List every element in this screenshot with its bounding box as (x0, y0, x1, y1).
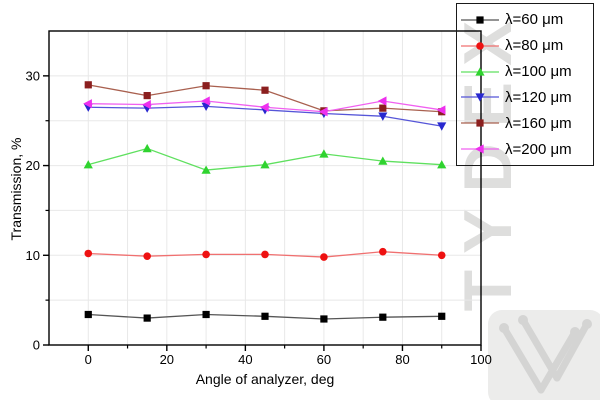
legend-marker-triangle-left-icon (461, 144, 499, 154)
series-2-point-5 (378, 156, 388, 165)
y-tick-label: 30 (26, 68, 40, 83)
series-2-point-0 (83, 160, 93, 169)
legend-item-label: λ=60 μm (505, 11, 564, 29)
legend-item-label: λ=120 μm (505, 88, 572, 106)
series-4-point-3 (261, 86, 269, 94)
x-tick-label: 0 (85, 352, 92, 367)
series-5-point-4 (318, 107, 328, 117)
y-tick-label: 20 (26, 158, 40, 173)
legend-marker-square-icon (461, 119, 499, 127)
series-1-point-4 (320, 253, 328, 261)
legend-marker-triangle-up-icon (461, 66, 499, 76)
series-3-point-5 (378, 112, 388, 121)
x-tick-label: 40 (238, 352, 252, 367)
series-4-point-5 (379, 104, 387, 112)
series-2-point-3 (260, 160, 270, 169)
legend-marker-triangle-down-icon (461, 93, 499, 102)
series-5-point-3 (259, 102, 269, 112)
legend-marker-square-icon (461, 16, 499, 24)
series-1-point-5 (379, 247, 387, 256)
series-0-point-0 (84, 310, 92, 319)
legend-item-1: λ=80 μm (459, 33, 591, 58)
series-0-point-3 (261, 312, 269, 320)
series-3-point-6 (437, 122, 447, 131)
series-5-point-6 (436, 105, 446, 115)
legend-item-5: λ=200 μm (459, 137, 591, 162)
legend-marker-circle-icon (461, 41, 499, 50)
series-0-point-4 (320, 315, 328, 323)
series-4-point-0 (84, 81, 92, 89)
x-tick-label: 20 (160, 352, 174, 367)
x-axis-title: Angle of analyzer, deg (195, 371, 335, 387)
legend-item-3: λ=120 μm (459, 85, 591, 110)
legend-item-label: λ=160 μm (505, 114, 572, 132)
series-1-point-3 (261, 250, 269, 259)
legend-item-label: λ=100 μm (505, 63, 572, 81)
x-tick-label: 60 (317, 352, 331, 367)
x-tick-label: 100 (470, 352, 492, 367)
series-2-point-4 (319, 149, 329, 158)
series-1-point-0 (84, 249, 93, 258)
y-tick-label: 0 (33, 338, 40, 353)
series-2-point-2 (201, 165, 211, 174)
tydex-watermark-logo (488, 310, 600, 400)
series-5-point-5 (377, 96, 387, 106)
series-5-point-1 (142, 99, 151, 110)
legend-item-2: λ=100 μm (459, 59, 591, 84)
series-0-point-1 (143, 314, 151, 322)
series-5-point-2 (200, 96, 210, 106)
series-1-point-6 (437, 251, 446, 260)
series-5-point-0 (83, 99, 92, 109)
series-2-point-6 (437, 160, 447, 169)
series-0-point-2 (202, 310, 210, 319)
legend: λ=60 μm λ=80 μm λ=100 μm λ=120 μm λ=160 μm λ=… (456, 3, 594, 166)
series-2-point-1 (142, 143, 152, 153)
plot-frame (48, 30, 482, 346)
y-axis-title: Transmission, % (8, 137, 24, 241)
legend-item-label: λ=80 μm (505, 37, 564, 55)
series-0-point-5 (379, 313, 387, 321)
series-1-point-2 (202, 250, 210, 259)
series-4-point-1 (143, 91, 151, 100)
legend-item-label: λ=200 μm (505, 140, 572, 158)
y-tick-label: 10 (26, 248, 40, 263)
legend-item-4: λ=160 μm (459, 111, 591, 136)
x-tick-label: 80 (395, 352, 409, 367)
series-1-point-1 (143, 252, 151, 260)
series-0-point-6 (438, 312, 446, 320)
legend-item-0: λ=60 μm (459, 7, 591, 32)
series-4-point-2 (202, 82, 210, 90)
